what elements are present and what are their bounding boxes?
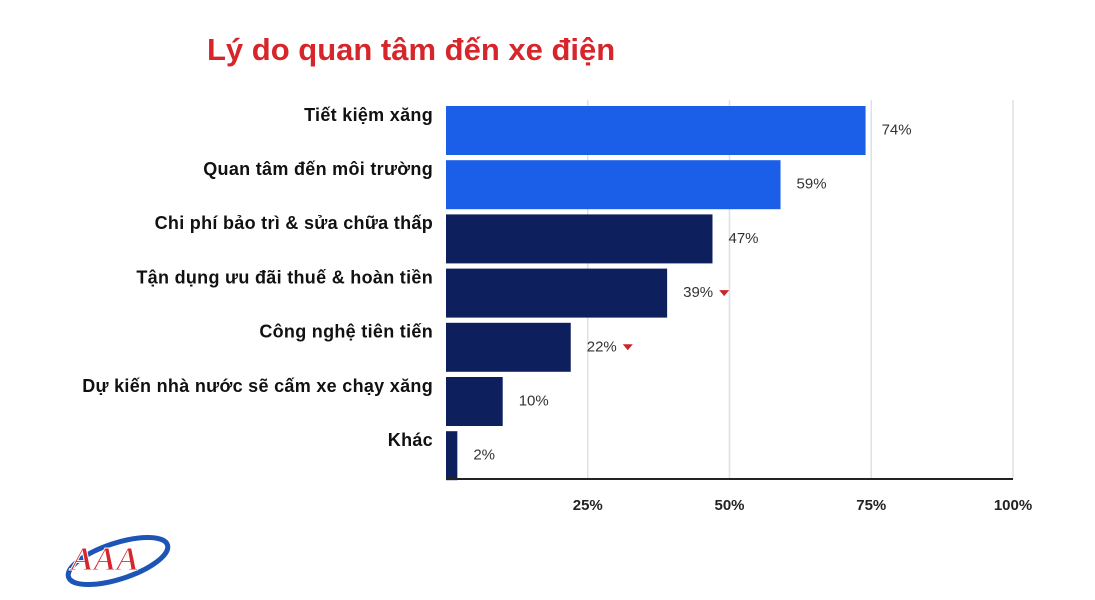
down-arrow — [622, 344, 633, 351]
x-tick-label: 50% — [714, 497, 744, 514]
x-tick-label: 100% — [994, 497, 1032, 514]
x-tick-label: 75% — [856, 497, 886, 514]
chart-title: Lý do quan tâm đến xe điện — [207, 32, 615, 67]
value-label: 59% — [797, 176, 827, 193]
bar — [446, 214, 713, 264]
down-arrow — [719, 290, 730, 297]
value-label: 22% — [587, 338, 617, 355]
value-label: 2% — [473, 447, 495, 464]
bar — [446, 431, 458, 481]
logo: AAA — [65, 535, 171, 587]
category-label: Dự kiến nhà nước sẽ cấm xe chạy xăng — [82, 376, 433, 396]
bar — [446, 106, 866, 155]
x-tick-label: 25% — [573, 497, 603, 514]
category-label: Công nghệ tiên tiến — [259, 322, 433, 342]
logo-text: AAA — [69, 541, 139, 578]
bar — [446, 160, 781, 210]
category-label: Chi phí bảo trì & sửa chữa thấp — [155, 213, 433, 233]
value-label: 39% — [683, 284, 713, 301]
bar — [446, 377, 503, 426]
bar — [446, 322, 571, 372]
category-label: Tiết kiệm xăng — [304, 105, 433, 125]
logo-ring — [65, 535, 171, 587]
bar — [446, 268, 668, 318]
value-label: 47% — [728, 230, 758, 247]
value-label: 74% — [882, 121, 912, 138]
category-label: Quan tâm đến môi trường — [203, 159, 433, 179]
category-label: Khác — [388, 430, 433, 450]
value-label: 10% — [519, 392, 549, 409]
category-label: Tận dụng ưu đãi thuế & hoàn tiền — [136, 267, 433, 287]
